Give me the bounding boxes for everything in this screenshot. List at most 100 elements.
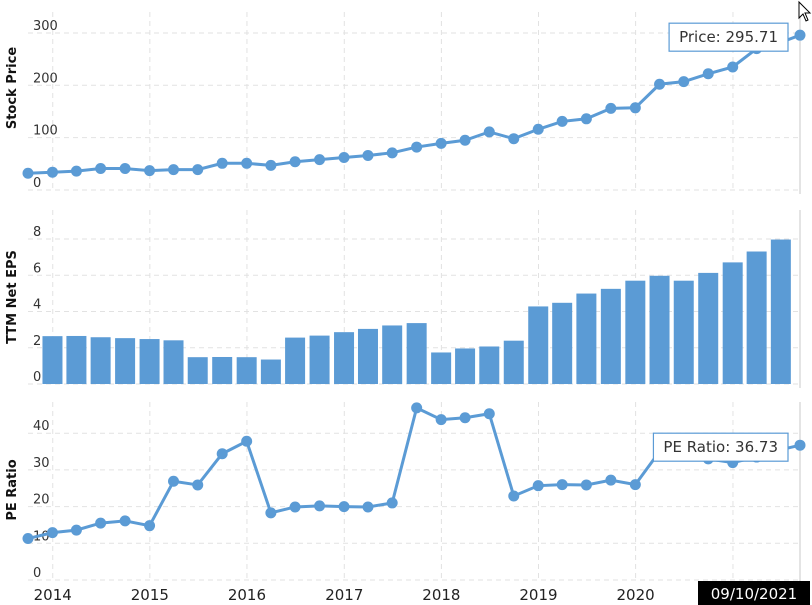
data-point <box>794 439 806 451</box>
data-point <box>727 61 739 73</box>
data-point <box>265 507 277 519</box>
y-tick-label: 40 <box>33 419 50 434</box>
data-point <box>289 501 301 513</box>
data-point <box>192 164 204 176</box>
y-tick-label: 20 <box>33 493 50 508</box>
panel-stock-price: 0 100 200 300 Stock Price <box>5 12 806 194</box>
data-point <box>168 164 180 176</box>
data-point <box>338 501 350 513</box>
x-tick-label: 2016 <box>228 586 266 604</box>
x-tick-label: 2019 <box>519 586 557 604</box>
data-point <box>435 137 447 149</box>
x-tick-label: 2014 <box>34 586 72 604</box>
y-tick-label: 2 <box>33 334 41 349</box>
data-point <box>605 474 617 486</box>
eps-bar <box>455 348 476 384</box>
eps-bar <box>309 335 330 384</box>
data-point <box>386 147 398 159</box>
eps-bar <box>163 340 184 384</box>
y-tick-label: 0 <box>33 566 41 581</box>
data-point <box>314 500 326 512</box>
eps-bar <box>357 328 378 384</box>
chart-overlays: Price: 295.71 PE Ratio: 36.73 09/10/2021 <box>652 22 810 605</box>
eps-bar <box>673 280 694 384</box>
y-tick-label: 0 <box>33 176 41 191</box>
data-point <box>241 157 253 169</box>
data-point <box>95 163 107 175</box>
eps-bar <box>528 306 549 384</box>
x-tick-label: 2018 <box>422 586 460 604</box>
data-point <box>629 102 641 114</box>
data-point <box>483 408 495 420</box>
eps-bar <box>285 337 306 384</box>
data-point <box>46 527 58 539</box>
eps-bar <box>600 288 621 384</box>
data-point <box>144 165 156 177</box>
series-line <box>27 405 801 540</box>
y-axis-label: TTM Net EPS <box>5 250 20 344</box>
data-point <box>483 126 495 138</box>
data-point <box>459 134 471 146</box>
eps-bar <box>552 302 573 384</box>
data-point <box>580 479 592 491</box>
series-line <box>27 33 801 175</box>
data-point <box>580 113 592 125</box>
data-point <box>605 102 617 114</box>
data-point <box>289 156 301 168</box>
data-point <box>265 159 277 171</box>
data-point <box>119 163 131 175</box>
tooltip-box <box>668 22 789 52</box>
y-tick-label: 4 <box>33 298 41 313</box>
eps-bar <box>212 356 233 384</box>
eps-bar <box>722 262 743 384</box>
eps-bar <box>382 325 403 384</box>
data-point <box>532 123 544 135</box>
data-point <box>411 402 423 414</box>
data-point <box>70 524 82 536</box>
panel-ttm-net-eps: 0 2 4 6 8 TTM Net EPS <box>5 210 801 388</box>
data-point <box>168 475 180 487</box>
data-point <box>362 149 374 161</box>
data-point <box>629 479 641 491</box>
eps-bar <box>649 275 670 384</box>
y-tick-label: 100 <box>33 124 58 139</box>
data-point <box>654 78 666 90</box>
data-point <box>216 448 228 460</box>
tooltip-stock-price: Price: 295.71 <box>668 22 789 52</box>
eps-bar <box>431 352 452 384</box>
x-tick-label: 2020 <box>617 586 655 604</box>
eps-bar <box>66 335 87 384</box>
y-axis-label: PE Ratio <box>5 459 20 520</box>
data-point <box>459 412 471 424</box>
data-point <box>192 479 204 491</box>
tooltip-text: PE Ratio: 36.73 <box>663 438 778 456</box>
data-point <box>95 517 107 529</box>
data-point <box>411 141 423 153</box>
y-tick-label: 6 <box>33 261 41 276</box>
x-axis: 2014 2015 2016 2017 2018 2019 2020 <box>34 586 655 604</box>
data-point <box>216 157 228 169</box>
eps-bar <box>187 357 208 384</box>
data-point <box>241 435 253 447</box>
current-date-label: 09/10/2021 <box>711 585 797 603</box>
data-point <box>508 133 520 145</box>
eps-bar <box>698 272 719 384</box>
y-axis-label: Stock Price <box>5 47 20 129</box>
data-point <box>119 515 131 527</box>
tooltip-text: Price: 295.71 <box>679 28 778 46</box>
current-date-box <box>698 581 810 605</box>
tooltip-pe-ratio: PE Ratio: 36.73 <box>652 432 789 462</box>
eps-bar <box>260 359 281 384</box>
eps-bar <box>115 338 136 384</box>
data-point <box>338 152 350 164</box>
eps-bar <box>746 251 767 384</box>
eps-bar <box>90 337 111 384</box>
data-point <box>678 76 690 88</box>
x-tick-label: 2017 <box>325 586 363 604</box>
data-point <box>46 166 58 178</box>
data-point <box>144 520 156 532</box>
y-tick-label: 30 <box>33 456 50 471</box>
y-tick-label: 8 <box>33 225 41 240</box>
